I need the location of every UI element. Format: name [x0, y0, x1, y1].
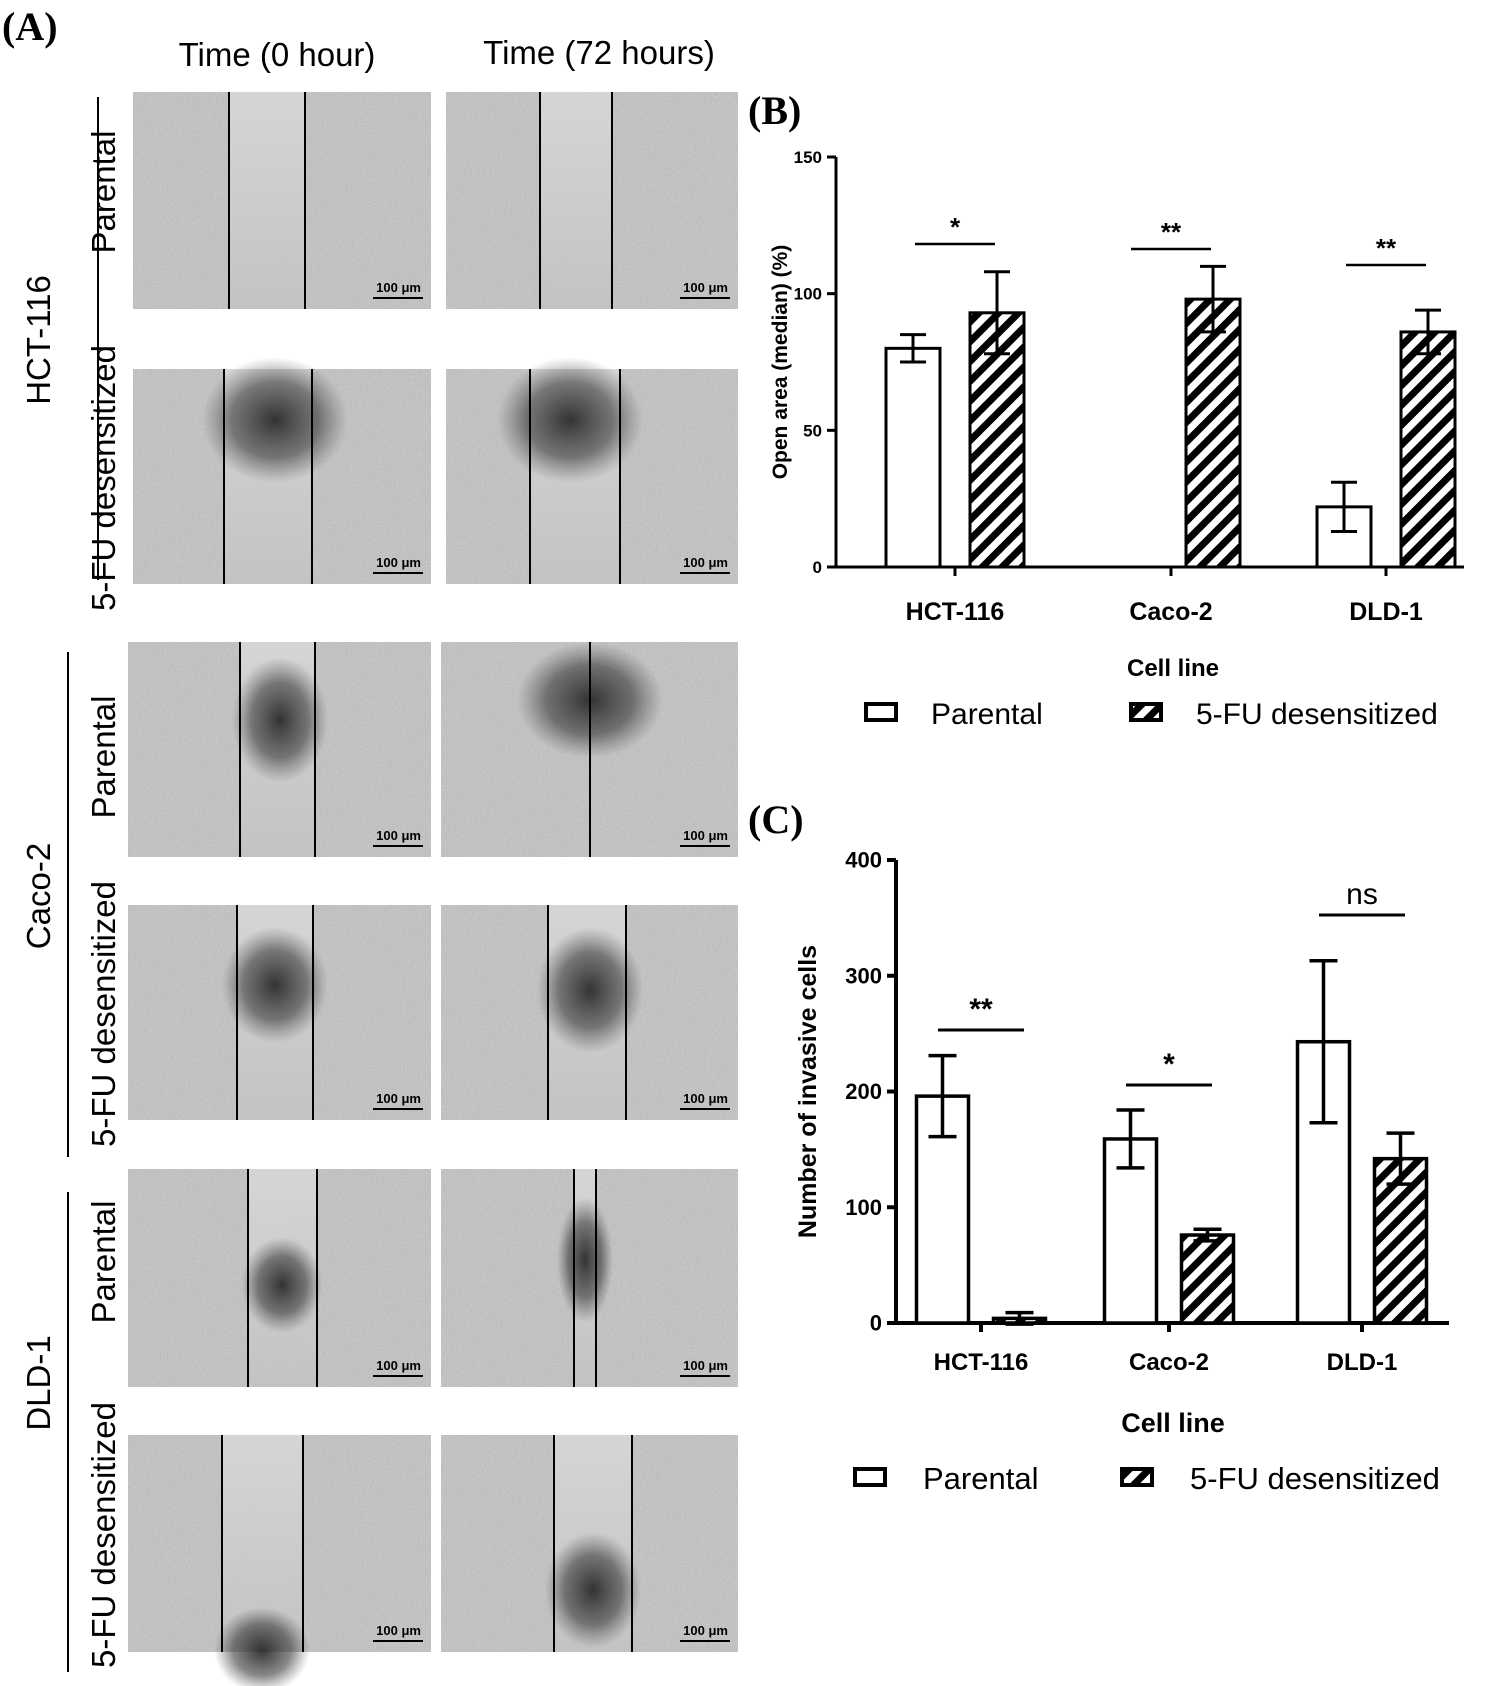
- micrograph-tile: 100 μm: [128, 1435, 431, 1686]
- significance-label: ns: [1346, 878, 1378, 911]
- shadow-blob: [545, 1532, 641, 1648]
- condition-label-dld1-5fu: 5-FU desensitized: [85, 1402, 122, 1668]
- y-axis-label: Number of invasive cells: [794, 945, 822, 1238]
- panel-a-letter: (A): [2, 4, 58, 49]
- x-tick-label: DLD-1: [1349, 598, 1423, 626]
- shadow-blob: [557, 1197, 613, 1323]
- condition-label-hct116-5fu: 5-FU desensitized: [85, 345, 122, 611]
- shadow-blob: [241, 1237, 323, 1333]
- scale-bar-label: 100 μm: [376, 1091, 421, 1106]
- cell-line-label-dld1: DLD-1: [20, 1335, 57, 1430]
- y-tick-label: 400: [845, 848, 882, 873]
- bar-5fu: [1179, 1233, 1236, 1325]
- legend-label-parental: Parental: [931, 698, 1043, 731]
- panel-b: (B) 0 50 100 150 Open area (median) (%) HCT-1…: [748, 88, 1464, 731]
- y-tick-label: 100: [794, 285, 822, 304]
- significance-label: *: [950, 212, 961, 242]
- scale-bar-label: 100 μm: [683, 555, 728, 570]
- y-tick-label: 150: [794, 148, 822, 167]
- x-tick-label: DLD-1: [1327, 1349, 1398, 1376]
- scale-bar-label: 100 μm: [376, 1358, 421, 1373]
- column-header-0h: Time (0 hour): [179, 36, 376, 73]
- scale-bar-label: 100 μm: [683, 1358, 728, 1373]
- y-tick-label: 50: [803, 421, 822, 440]
- wound-gap: [229, 92, 305, 309]
- shadow-blob: [537, 927, 643, 1053]
- significance-label: **: [1376, 233, 1397, 263]
- panel-b-letter: (B): [748, 88, 801, 133]
- scale-bar-label: 100 μm: [683, 1623, 728, 1638]
- panel-c: (C) 0 100 200 300 400 Number of invasive cell…: [748, 797, 1449, 1496]
- x-axis-label: Cell line: [1121, 1408, 1225, 1438]
- significance-label: *: [1163, 1048, 1175, 1081]
- y-tick-label: 100: [845, 1195, 882, 1220]
- x-tick-label: Caco-2: [1129, 598, 1212, 626]
- micrograph-tile: 100 μm: [446, 357, 738, 584]
- x-tick-label: HCT-116: [934, 1349, 1029, 1376]
- condition-label-hct116-parental: Parental: [85, 131, 122, 254]
- cell-line-label-caco2: Caco-2: [20, 843, 57, 949]
- legend-swatch-5fu: [1129, 702, 1163, 722]
- y-tick-label: 0: [813, 558, 822, 577]
- scale-bar-label: 100 μm: [683, 828, 728, 843]
- shadow-blob: [497, 357, 643, 483]
- scale-bar-label: 100 μm: [376, 1623, 421, 1638]
- significance-label: **: [1161, 217, 1182, 247]
- micrograph-tile: 100 μm: [133, 92, 431, 309]
- wound-gap: [540, 92, 612, 309]
- shadow-blob: [232, 657, 328, 783]
- bar-5fu: [1184, 297, 1242, 569]
- micrograph-tile: 100 μm: [441, 1435, 738, 1652]
- micrograph-tile: 100 μm: [128, 642, 431, 857]
- x-tick-label: Caco-2: [1129, 1349, 1209, 1376]
- scale-bar-label: 100 μm: [683, 280, 728, 295]
- cell-line-label-hct116: HCT-116: [20, 275, 57, 405]
- condition-label-dld1-parental: Parental: [85, 1201, 122, 1324]
- condition-label-caco2-parental: Parental: [85, 696, 122, 819]
- micrograph-tile: 100 μm: [128, 1169, 431, 1387]
- x-axis-label: Cell line: [1127, 655, 1219, 682]
- y-tick-label: 200: [845, 1079, 882, 1104]
- scale-bar-label: 100 μm: [683, 1091, 728, 1106]
- legend-swatch-parental: [853, 1467, 887, 1487]
- column-header-72h: Time (72 hours): [483, 34, 715, 71]
- x-tick-label: HCT-116: [906, 598, 1005, 626]
- bar-5fu: [1399, 330, 1457, 569]
- panel-c-letter: (C): [748, 797, 804, 842]
- legend-label-5fu: 5-FU desensitized: [1196, 698, 1438, 731]
- y-tick-label: 300: [845, 963, 882, 988]
- micrograph-tile: 100 μm: [133, 357, 431, 584]
- scale-bar-label: 100 μm: [376, 555, 421, 570]
- bar-parental: [1102, 1137, 1159, 1325]
- significance-label: **: [969, 993, 993, 1026]
- scale-bar-label: 100 μm: [376, 280, 421, 295]
- legend-swatch-5fu: [1120, 1467, 1154, 1487]
- legend-swatch-parental: [864, 702, 898, 722]
- legend-label-parental: Parental: [923, 1461, 1038, 1496]
- scale-bar-label: 100 μm: [376, 828, 421, 843]
- panel-a: (A) Time (0 hour) Time (72 hours) HCT-11…: [2, 4, 738, 1686]
- micrograph-tile: 100 μm: [128, 905, 431, 1120]
- condition-label-caco2-5fu: 5-FU desensitized: [85, 881, 122, 1147]
- micrograph-tile: 100 μm: [441, 642, 738, 857]
- y-axis-label: Open area (median) (%): [769, 245, 792, 480]
- bar-parental: [884, 346, 942, 569]
- legend-label-5fu: 5-FU desensitized: [1190, 1461, 1440, 1496]
- shadow-blob: [214, 1607, 310, 1686]
- micrograph-tile: 100 μm: [441, 1169, 738, 1387]
- micrograph-tile: 100 μm: [441, 905, 738, 1120]
- shadow-blob: [222, 927, 328, 1043]
- bar-5fu: [1372, 1156, 1429, 1325]
- micrograph-tile: 100 μm: [446, 92, 738, 309]
- y-tick-label: 0: [870, 1311, 882, 1336]
